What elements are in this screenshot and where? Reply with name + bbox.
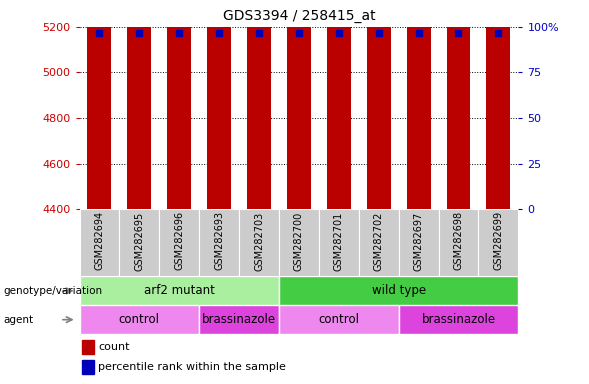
Bar bbox=[80, 209, 120, 276]
Bar bbox=[159, 209, 199, 276]
Bar bbox=[399, 209, 439, 276]
Text: genotype/variation: genotype/variation bbox=[3, 286, 102, 296]
Point bbox=[294, 30, 304, 36]
Text: control: control bbox=[318, 313, 359, 326]
Point bbox=[95, 30, 104, 36]
Bar bbox=[199, 209, 239, 276]
Bar bbox=[239, 209, 279, 276]
Bar bbox=[446, 0, 471, 209]
Bar bbox=[207, 0, 231, 209]
Point bbox=[334, 30, 343, 36]
Bar bbox=[279, 276, 518, 305]
Text: brassinazole: brassinazole bbox=[421, 313, 495, 326]
Bar bbox=[279, 209, 319, 276]
Bar bbox=[82, 340, 94, 354]
Text: GSM282703: GSM282703 bbox=[254, 211, 264, 271]
Text: brassinazole: brassinazole bbox=[202, 313, 276, 326]
Bar bbox=[319, 209, 359, 276]
Text: arf2 mutant: arf2 mutant bbox=[144, 285, 214, 297]
Text: agent: agent bbox=[3, 314, 33, 325]
Text: GSM282701: GSM282701 bbox=[334, 211, 344, 271]
Bar bbox=[80, 305, 199, 334]
Bar bbox=[439, 209, 478, 276]
Text: count: count bbox=[98, 342, 130, 352]
Text: GSM282694: GSM282694 bbox=[94, 211, 104, 270]
Text: GSM282700: GSM282700 bbox=[294, 211, 304, 271]
Bar bbox=[80, 276, 279, 305]
Point bbox=[254, 30, 264, 36]
Text: GSM282698: GSM282698 bbox=[454, 211, 464, 270]
Bar bbox=[327, 0, 351, 209]
Text: wild type: wild type bbox=[372, 285, 426, 297]
Bar bbox=[367, 0, 391, 209]
Text: GSM282696: GSM282696 bbox=[174, 211, 184, 270]
Bar bbox=[82, 360, 94, 374]
Bar bbox=[359, 209, 399, 276]
Text: GSM282702: GSM282702 bbox=[373, 211, 383, 271]
Title: GDS3394 / 258415_at: GDS3394 / 258415_at bbox=[223, 9, 375, 23]
Bar bbox=[120, 209, 159, 276]
Point bbox=[454, 30, 463, 36]
Bar bbox=[406, 0, 431, 209]
Text: GSM282693: GSM282693 bbox=[214, 211, 224, 270]
Point bbox=[414, 30, 423, 36]
Bar bbox=[279, 305, 399, 334]
Bar bbox=[247, 0, 271, 209]
Bar bbox=[287, 0, 311, 209]
Bar bbox=[127, 0, 151, 209]
Text: control: control bbox=[119, 313, 160, 326]
Text: GSM282697: GSM282697 bbox=[413, 211, 423, 271]
Text: GSM282699: GSM282699 bbox=[494, 211, 504, 270]
Bar bbox=[399, 305, 518, 334]
Point bbox=[135, 30, 144, 36]
Bar bbox=[167, 0, 191, 209]
Bar bbox=[478, 209, 518, 276]
Text: percentile rank within the sample: percentile rank within the sample bbox=[98, 362, 286, 372]
Bar bbox=[199, 305, 279, 334]
Bar bbox=[487, 0, 510, 209]
Bar bbox=[88, 0, 111, 209]
Text: GSM282695: GSM282695 bbox=[134, 211, 144, 271]
Point bbox=[174, 30, 184, 36]
Point bbox=[494, 30, 503, 36]
Point bbox=[374, 30, 383, 36]
Point bbox=[214, 30, 224, 36]
